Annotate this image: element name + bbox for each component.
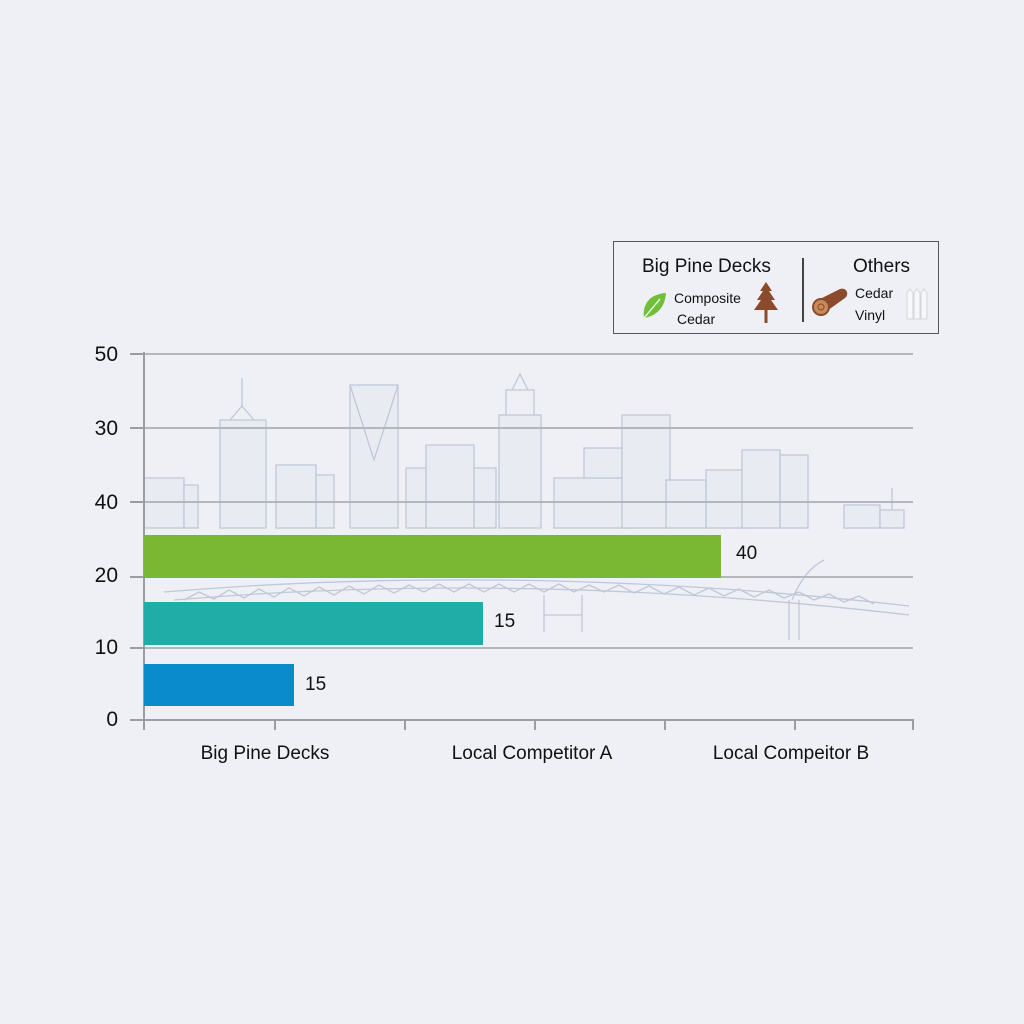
- legend-title-others: Others: [853, 256, 911, 277]
- y-axis-label: 10: [94, 636, 118, 659]
- bar-local-competitor-a: [144, 602, 483, 645]
- legend: Big Pine Decks Composite Cedar Others Ce…: [613, 241, 939, 334]
- legend-divider: [802, 258, 804, 322]
- legend-item: Composite: [674, 290, 741, 306]
- y-axis-label: 40: [94, 491, 118, 514]
- y-tick: [130, 501, 144, 503]
- x-tick: [404, 720, 406, 730]
- vinyl-fence-icon: [906, 288, 928, 320]
- legend-title-big-pine-decks: Big Pine Decks: [642, 256, 771, 277]
- legend-item: Cedar: [677, 311, 716, 327]
- y-tick: [130, 576, 144, 578]
- x-axis-label: Big Pine Decks: [200, 743, 330, 764]
- gridline-30: [143, 427, 913, 429]
- city-skyline-illustration: [144, 372, 910, 640]
- leaf-icon: [643, 293, 666, 319]
- y-axis-label: 50: [94, 343, 118, 366]
- legend-item: Cedar: [855, 285, 894, 301]
- gridline-10: [143, 647, 913, 649]
- x-axis: [130, 719, 914, 721]
- x-axis-label: Local Competitor A: [451, 743, 613, 764]
- y-axis-label: 0: [106, 708, 118, 731]
- y-tick: [130, 427, 144, 429]
- x-tick: [274, 720, 276, 730]
- x-tick: [143, 720, 145, 730]
- log-icon: [812, 288, 848, 316]
- legend-item: Vinyl: [855, 307, 886, 323]
- x-tick: [912, 720, 914, 730]
- x-tick: [534, 720, 536, 730]
- x-tick: [664, 720, 666, 730]
- bar-big-pine-decks: [144, 535, 721, 578]
- gridline-40: [143, 501, 913, 503]
- pine-tree-icon: [754, 282, 778, 323]
- bar-local-competitor-b: [144, 664, 294, 706]
- bar-value-label: 15: [494, 611, 516, 632]
- x-tick: [794, 720, 796, 730]
- bar-value-label: 40: [736, 543, 758, 564]
- y-tick: [130, 647, 144, 649]
- y-tick: [130, 353, 144, 355]
- x-axis-label: Local Compeitor B: [712, 743, 870, 764]
- bar-value-label: 15: [305, 674, 327, 695]
- y-axis-label: 30: [94, 417, 118, 440]
- y-axis-label: 20: [94, 564, 118, 587]
- gridline-50: [143, 353, 913, 355]
